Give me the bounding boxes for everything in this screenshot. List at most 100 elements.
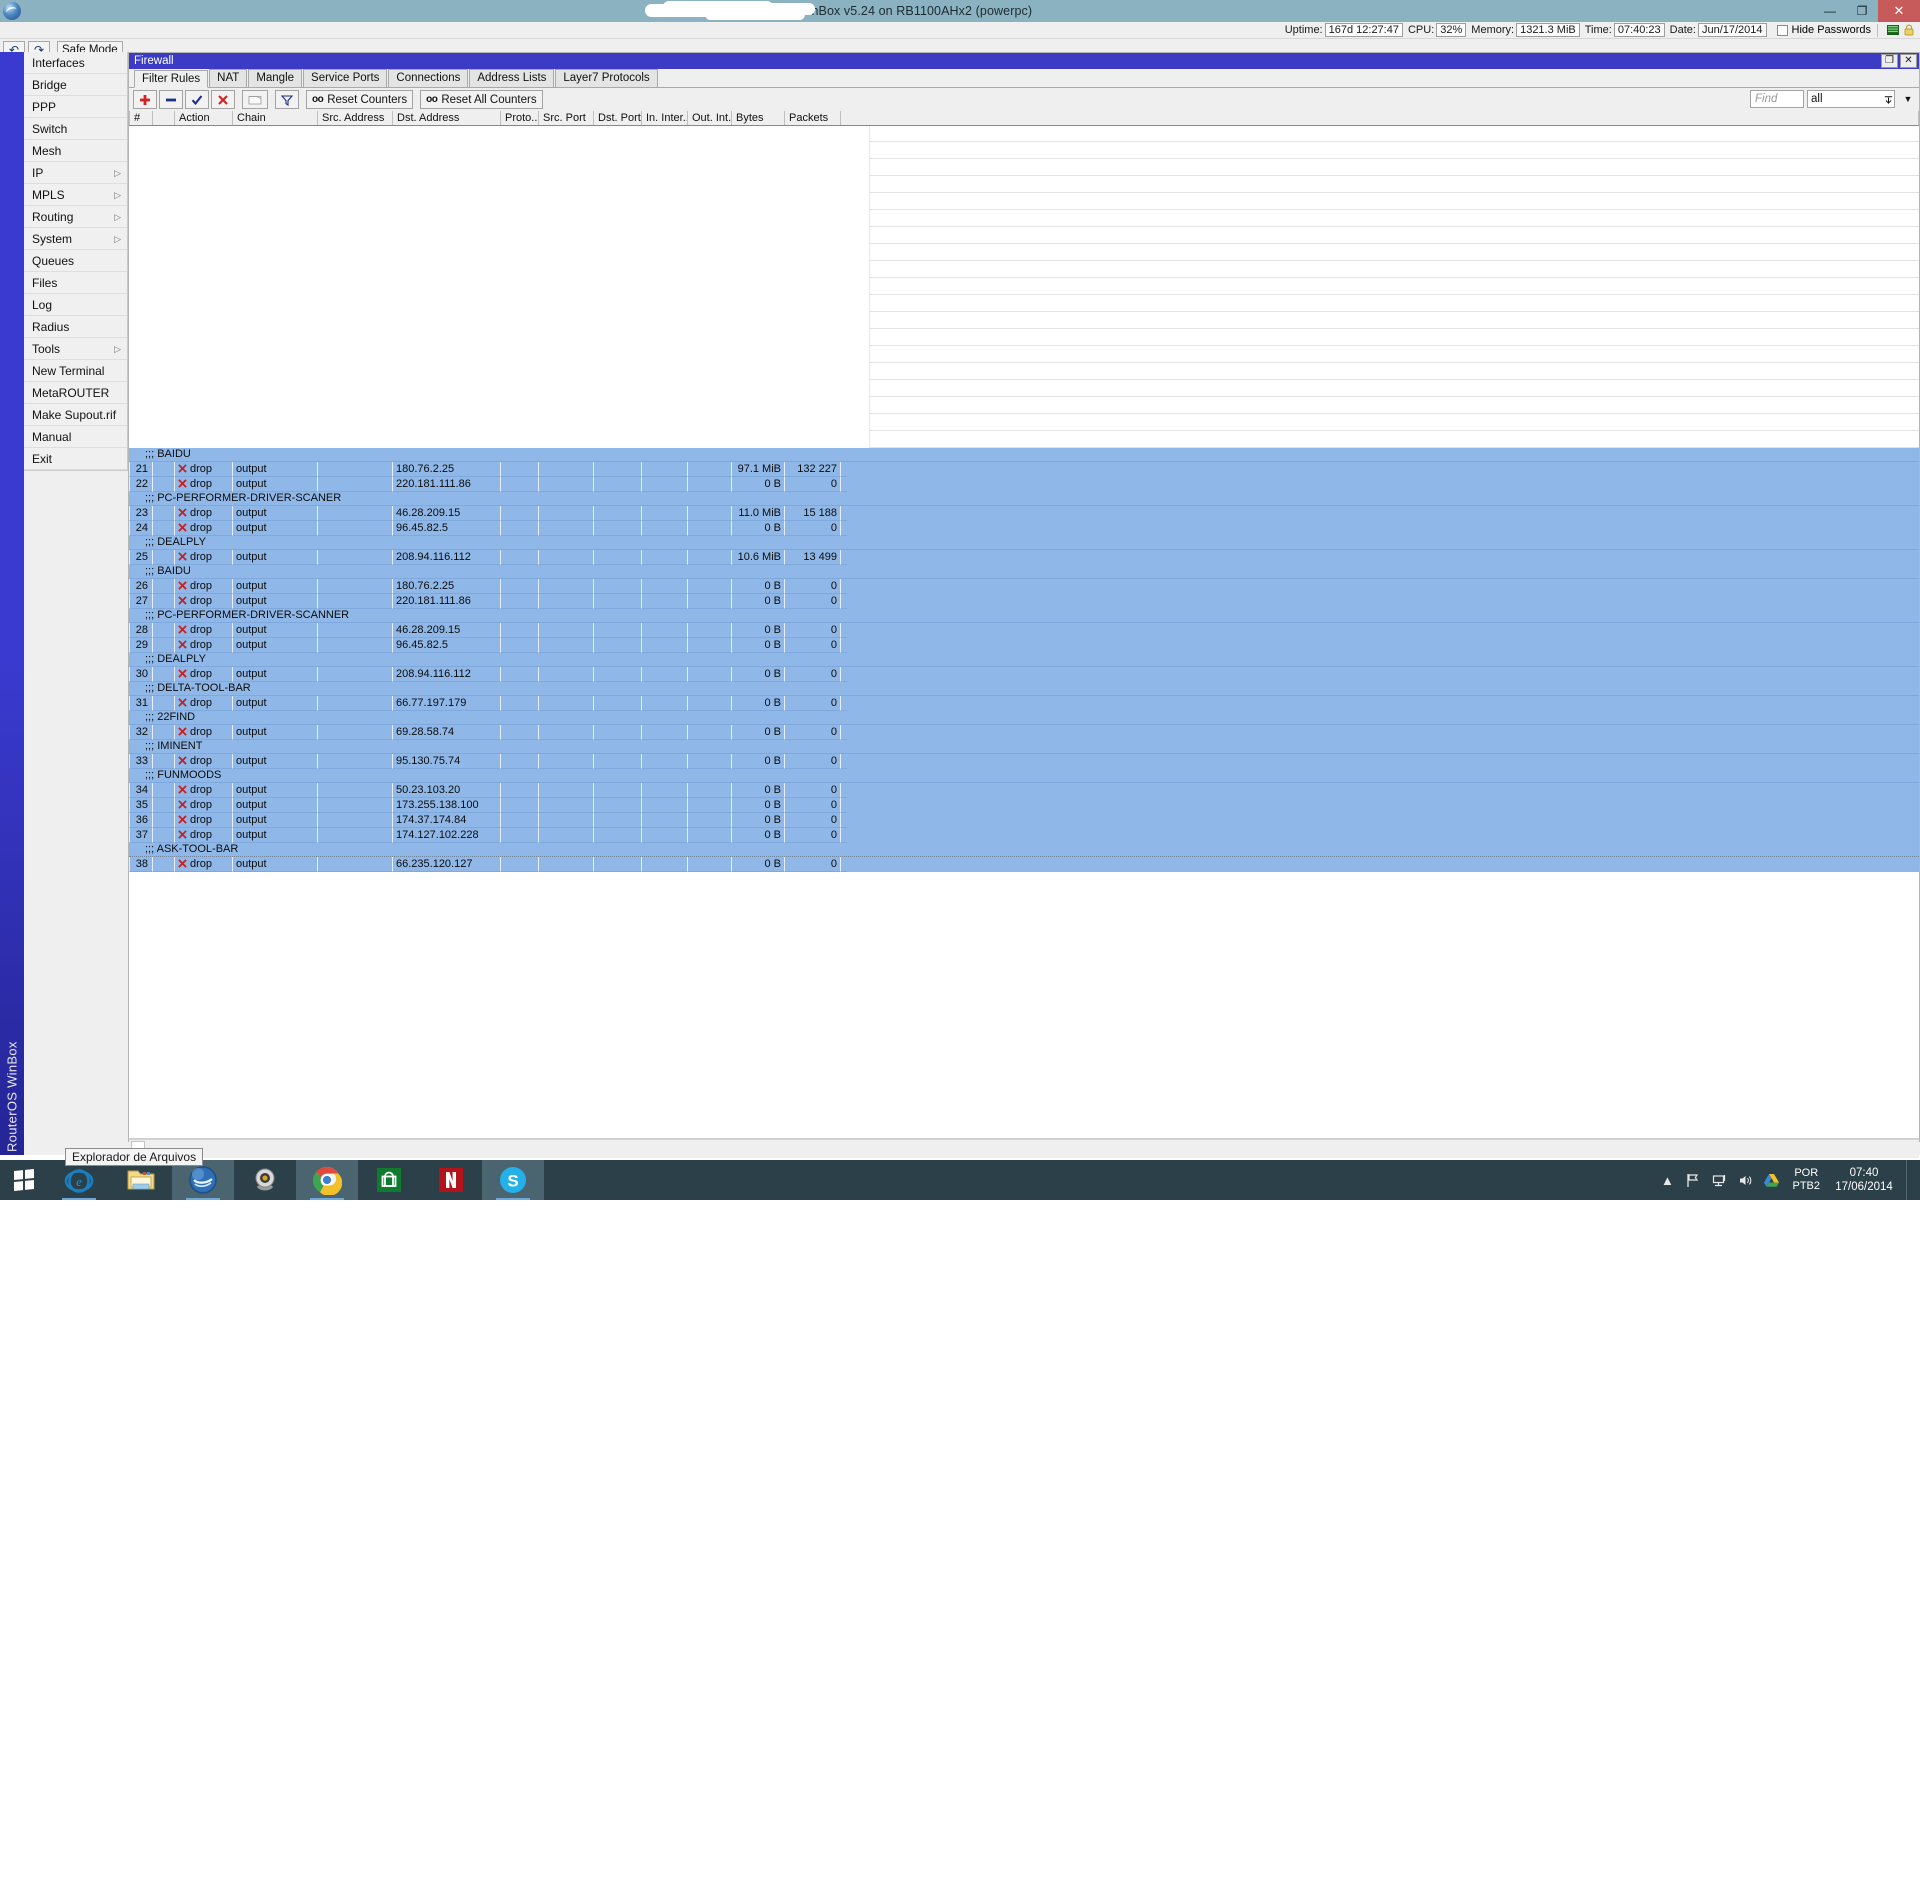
taskbar-item-internet-explorer[interactable]: e xyxy=(48,1160,110,1200)
enable-rule-button[interactable] xyxy=(185,90,209,109)
table-row[interactable]: 23 drop output 46.28.209.15 11.0 MiB 15 188 xyxy=(129,506,1919,521)
column-header-action[interactable]: Action xyxy=(175,111,233,125)
rule-comment-row[interactable]: ;;; BAIDU xyxy=(129,448,1919,462)
column-header-bytes[interactable]: Bytes xyxy=(732,111,785,125)
sidebar-item-bridge[interactable]: Bridge xyxy=(24,74,127,96)
taskbar-item-google-chrome[interactable] xyxy=(296,1160,358,1200)
table-row[interactable]: 25 drop output 208.94.116.112 10.6 MiB 13 499 xyxy=(129,550,1919,565)
sidebar-item-exit[interactable]: Exit xyxy=(24,448,127,470)
tab-mangle[interactable]: Mangle xyxy=(248,69,303,87)
filter-funnel-button[interactable] xyxy=(275,90,299,109)
clock[interactable]: 07:40 17/06/2014 xyxy=(1828,1166,1900,1194)
rule-comment-row[interactable]: ;;; FUNMOODS xyxy=(129,769,1919,783)
sidebar-item-ppp[interactable]: PPP xyxy=(24,96,127,118)
flag-icon[interactable] xyxy=(1680,1160,1706,1200)
column-header-src[interactable]: Src. Address xyxy=(318,111,393,125)
network-icon[interactable] xyxy=(1706,1160,1732,1200)
column-header-outint[interactable]: Out. Int... xyxy=(688,111,732,125)
comment-button[interactable] xyxy=(242,90,268,109)
sidebar-item-mpls[interactable]: MPLS ▷ xyxy=(24,184,127,206)
find-input[interactable]: Find xyxy=(1750,90,1804,108)
rule-comment-row[interactable]: ;;; BAIDU xyxy=(129,565,1919,579)
taskbar-item-winbox[interactable] xyxy=(172,1160,234,1200)
taskbar-item-netflix[interactable] xyxy=(420,1160,482,1200)
restore-button[interactable]: ❐ xyxy=(1856,4,1868,18)
column-header-dst[interactable]: Dst. Address xyxy=(393,111,501,125)
sidebar-item-tools[interactable]: Tools ▷ xyxy=(24,338,127,360)
tab-service-ports[interactable]: Service Ports xyxy=(303,69,388,87)
table-row[interactable]: 21 drop output 180.76.2.25 97.1 MiB 132 227 xyxy=(129,462,1919,477)
filter-dropdown[interactable]: all xyxy=(1807,90,1895,108)
rule-comment-row[interactable]: ;;; DEALPLY xyxy=(129,653,1919,667)
sidebar-item-queues[interactable]: Queues xyxy=(24,250,127,272)
sidebar-item-interfaces[interactable]: Interfaces xyxy=(24,52,127,74)
sidebar-item-new-terminal[interactable]: New Terminal xyxy=(24,360,127,382)
sidebar-item-ip[interactable]: IP ▷ xyxy=(24,162,127,184)
sidebar-item-mesh[interactable]: Mesh xyxy=(24,140,127,162)
volume-icon[interactable] xyxy=(1732,1160,1758,1200)
taskbar-item-windows-store[interactable] xyxy=(358,1160,420,1200)
google-drive-icon[interactable] xyxy=(1758,1160,1784,1200)
column-header-chain[interactable]: Chain xyxy=(233,111,318,125)
sidebar-item-system[interactable]: System ▷ xyxy=(24,228,127,250)
show-desktop-button[interactable] xyxy=(1906,1160,1914,1200)
column-header-flag[interactable] xyxy=(153,111,175,125)
sidebar-item-routing[interactable]: Routing ▷ xyxy=(24,206,127,228)
column-header-packets[interactable]: Packets xyxy=(785,111,841,125)
language-indicator[interactable]: POR PTB2 xyxy=(1792,1167,1820,1193)
taskbar-item-skype[interactable]: S xyxy=(482,1160,544,1200)
rule-comment-row[interactable]: ;;; ASK-TOOL-BAR xyxy=(129,843,1919,857)
tab-filter-rules[interactable]: Filter Rules xyxy=(134,70,209,88)
sidebar-item-files[interactable]: Files xyxy=(24,272,127,294)
tab-layer7-protocols[interactable]: Layer7 Protocols xyxy=(555,69,658,87)
sidebar-item-switch[interactable]: Switch xyxy=(24,118,127,140)
firewall-restore-button[interactable]: ❐ xyxy=(1881,54,1898,68)
hide-passwords-checkbox[interactable]: Hide Passwords xyxy=(1776,24,1871,36)
rule-comment-row[interactable]: ;;; PC-PERFORMER-DRIVER-SCANER xyxy=(129,492,1919,506)
taskbar-item-file-explorer[interactable] xyxy=(110,1160,172,1200)
sidebar-item-metarouter[interactable]: MetaROUTER xyxy=(24,382,127,404)
tab-nat[interactable]: NAT xyxy=(209,69,248,87)
close-button[interactable]: ✕ xyxy=(1878,0,1920,22)
reset-counters-button[interactable]: oo Reset Counters xyxy=(306,90,414,109)
rule-comment-row[interactable]: ;;; PC-PERFORMER-DRIVER-SCANNER xyxy=(129,609,1919,623)
column-header-inint[interactable]: In. Inter... xyxy=(642,111,688,125)
tab-connections[interactable]: Connections xyxy=(388,69,469,87)
rule-comment-row[interactable]: ;;; DELTA-TOOL-BAR xyxy=(129,682,1919,696)
rule-comment-row[interactable]: ;;; DEALPLY xyxy=(129,536,1919,550)
rule-comment-row[interactable]: ;;; 22FIND xyxy=(129,711,1919,725)
column-header-dport[interactable]: Dst. Port xyxy=(594,111,642,125)
reset-all-counters-button[interactable]: oo Reset All Counters xyxy=(420,90,543,109)
add-rule-button[interactable] xyxy=(133,90,157,109)
start-button[interactable] xyxy=(0,1160,48,1200)
sidebar-item-manual[interactable]: Manual xyxy=(24,426,127,448)
sidebar-item-log[interactable]: Log xyxy=(24,294,127,316)
column-header-proto[interactable]: Proto... xyxy=(501,111,539,125)
tab-address-lists[interactable]: Address Lists xyxy=(469,69,555,87)
column-header-num[interactable]: # xyxy=(129,111,153,125)
rule-comment-row[interactable]: ;;; IMINENT xyxy=(129,740,1919,754)
sidebar-item-radius[interactable]: Radius xyxy=(24,316,127,338)
disable-rule-button[interactable] xyxy=(211,90,235,109)
show-hidden-icons-button[interactable]: ▲ xyxy=(1661,1172,1674,1188)
taskbar-item-webcam[interactable] xyxy=(234,1160,296,1200)
sidebar-item-make-supout-rif[interactable]: Make Supout.rif xyxy=(24,404,127,426)
checkbox-box[interactable] xyxy=(1776,24,1788,36)
scroll-down-arrow-icon[interactable]: ▼ xyxy=(1903,94,1913,104)
firewall-close-button[interactable]: ✕ xyxy=(1900,54,1917,68)
remove-rule-button[interactable] xyxy=(159,90,183,109)
